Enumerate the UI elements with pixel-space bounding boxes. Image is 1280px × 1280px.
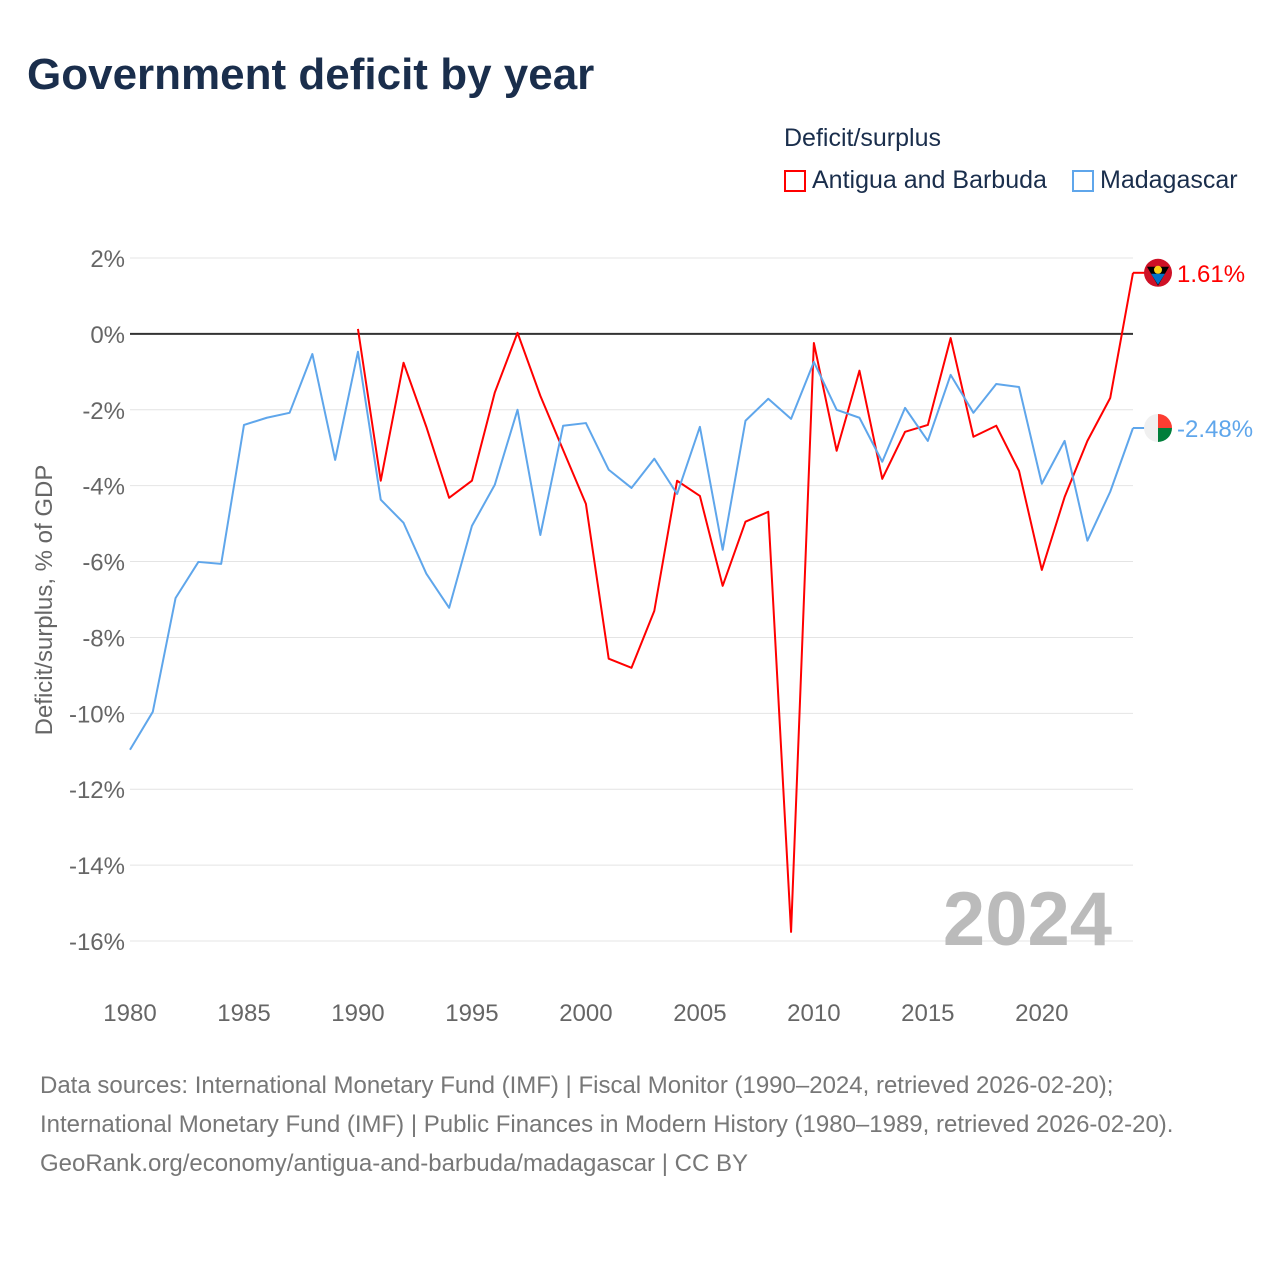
y-tick-label: -16% [69,929,125,956]
end-value-label: 1.61% [1177,261,1245,288]
y-tick-label: -6% [82,550,125,577]
legend-label: Madagascar [1100,166,1238,194]
x-tick-label: 2015 [901,1000,954,1027]
legend-item-antigua[interactable]: Antigua and Barbuda [784,166,1047,195]
y-tick-label: -4% [82,474,125,501]
legend-swatch [784,169,806,192]
chart-title: Government deficit by year [27,50,595,99]
year-watermark: 2024 [943,877,1112,962]
x-tick-label: 1995 [445,1000,498,1027]
y-tick-label: 2% [90,246,125,273]
legend-label: Antigua and Barbuda [812,166,1047,194]
flag-detail [1158,427,1172,442]
flag-detail [1154,265,1162,274]
y-tick-label: -10% [69,701,125,728]
footer: Data sources: International Monetary Fun… [40,1066,1240,1183]
data-sources: Data sources: International Monetary Fun… [40,1072,1174,1138]
x-tick-label: 1980 [103,1000,156,1027]
series-line-antigua [356,272,1134,933]
series-line-madagascar [129,350,1134,751]
flag-detail [1158,413,1172,428]
source-link[interactable]: GeoRank.org/economy/antigua-and-barbuda/… [40,1150,748,1177]
x-tick-label: 2005 [673,1000,726,1027]
y-tick-label: -12% [69,777,125,804]
x-tick-label: 2010 [787,1000,840,1027]
x-tick-label: 2020 [1015,1000,1068,1027]
x-tick-label: 2000 [559,1000,612,1027]
legend-title: Deficit/surplus [784,124,941,152]
y-tick-label: -2% [82,398,125,425]
y-tick-label: -14% [69,853,125,880]
end-value-label: -2.48% [1177,416,1253,443]
y-tick-label: 0% [90,322,125,349]
y-axis-label: Deficit/surplus, % of GDP [31,465,58,736]
x-tick-label: 1985 [217,1000,270,1027]
y-tick-label: -8% [82,625,125,652]
x-tick-label: 1990 [331,1000,384,1027]
chart-area: 2% 0% -2% -4% -6% -8% -10% -12% -14% -16% 1980 1985… [31,246,1253,1027]
legend-item-madagascar[interactable]: Madagascar [1072,166,1238,195]
legend-swatch [1072,169,1094,192]
flag-detail [1151,273,1165,285]
madagascar-flag-icon [1144,413,1158,442]
